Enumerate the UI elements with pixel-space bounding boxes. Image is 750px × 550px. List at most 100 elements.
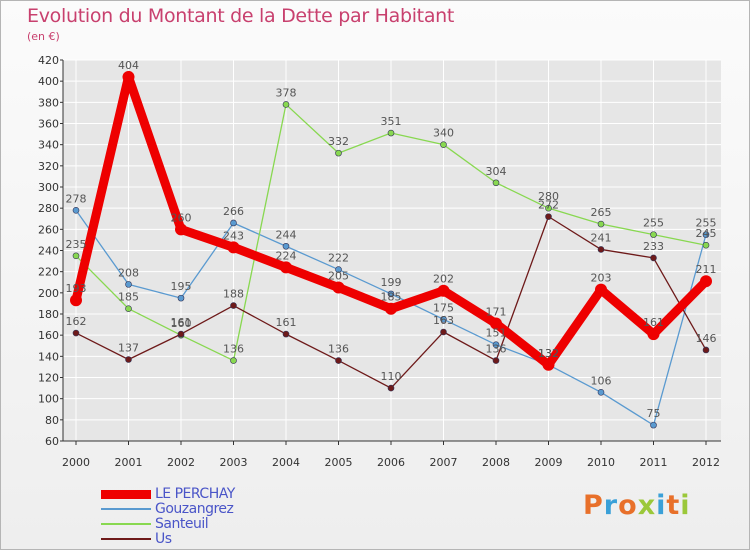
data-point-gouzangrez [282, 242, 290, 250]
data-point-santeuil [335, 149, 342, 157]
y-tick-label: 180 [38, 308, 59, 321]
data-label-le-perchay: 132 [538, 347, 559, 360]
legend-swatch [101, 523, 151, 525]
data-point-gouzangrez [125, 281, 132, 288]
legend-swatch [101, 508, 151, 510]
data-point-us [125, 356, 132, 363]
data-point-santeuil [545, 204, 552, 212]
data-label-santeuil: 185 [118, 291, 139, 304]
y-tick-label: 300 [38, 181, 59, 194]
data-point-le-perchay [122, 70, 135, 83]
data-point-le-perchay [70, 294, 82, 307]
logo-letter: i [656, 490, 667, 521]
data-point-santeuil [597, 220, 605, 228]
data-label-us: 146 [696, 332, 717, 345]
data-label-us: 161 [171, 316, 192, 329]
data-label-us: 137 [118, 342, 139, 355]
data-label-le-perchay: 185 [381, 291, 402, 304]
data-point-le-perchay [332, 281, 345, 294]
y-tick-label: 240 [38, 245, 59, 258]
logo-letter: t [666, 490, 681, 521]
data-label-le-perchay: 224 [276, 249, 297, 262]
data-label-gouzangrez: 175 [433, 301, 454, 314]
data-label-gouzangrez: 75 [647, 407, 661, 420]
data-label-santeuil: 280 [538, 190, 559, 203]
chart-subtitle: (en €) [27, 30, 60, 43]
data-point-us [387, 384, 395, 392]
data-label-le-perchay: 205 [328, 270, 349, 283]
y-tick-label: 320 [38, 160, 59, 173]
data-label-gouzangrez: 222 [328, 252, 349, 265]
y-tick-label: 420 [38, 54, 59, 67]
data-label-gouzangrez: 208 [118, 266, 139, 279]
data-point-us [545, 213, 552, 220]
data-point-le-perchay [437, 284, 450, 297]
data-point-le-perchay [595, 283, 607, 296]
data-point-santeuil [440, 141, 447, 148]
x-tick-label: 2009 [535, 456, 563, 469]
y-tick-label: 100 [38, 393, 59, 406]
data-point-us [335, 357, 342, 364]
x-tick-label: 2003 [220, 456, 248, 469]
data-label-us: 272 [538, 199, 559, 212]
data-label-us: 241 [591, 231, 612, 244]
data-label-us: 161 [276, 316, 297, 329]
data-label-santeuil: 235 [66, 238, 87, 251]
data-label-le-perchay: 171 [486, 306, 507, 319]
logo-letter: i [680, 490, 691, 521]
data-point-us [72, 329, 80, 337]
data-label-gouzangrez: 199 [381, 276, 402, 289]
legend-label: Gouzangrez [155, 501, 234, 517]
data-label-us: 136 [486, 343, 507, 356]
data-point-santeuil [702, 241, 710, 249]
x-tick-label: 2012 [692, 456, 720, 469]
x-tick-label: 2008 [482, 456, 510, 469]
x-tick-label: 2005 [325, 456, 353, 469]
data-point-le-perchay [700, 275, 712, 288]
x-tick-label: 2002 [167, 456, 195, 469]
data-label-santeuil: 378 [276, 86, 297, 99]
data-label-gouzangrez: 106 [591, 374, 612, 387]
logo-letter: o [618, 490, 638, 521]
proxiti-logo: Proxiti [583, 490, 691, 521]
data-label-le-perchay: 203 [591, 272, 612, 285]
y-tick-label: 280 [38, 202, 59, 215]
data-point-gouzangrez [72, 206, 80, 214]
legend-label: LE PERCHAY [155, 486, 235, 502]
data-point-gouzangrez [387, 290, 395, 298]
data-point-us [177, 330, 185, 338]
y-tick-label: 160 [38, 329, 59, 342]
y-tick-label: 60 [45, 435, 59, 448]
y-tick-label: 340 [38, 139, 59, 152]
y-tick-label: 400 [38, 75, 59, 88]
x-tick-label: 2000 [62, 456, 90, 469]
data-label-gouzangrez: 266 [223, 205, 244, 218]
data-point-le-perchay [490, 317, 502, 330]
data-point-le-perchay [280, 261, 292, 274]
data-label-santeuil: 265 [591, 206, 612, 219]
data-label-gouzangrez: 195 [171, 280, 192, 293]
y-tick-label: 140 [38, 350, 59, 363]
logo-letter: x [637, 490, 657, 521]
data-point-santeuil [387, 129, 395, 137]
data-point-us [650, 254, 657, 262]
data-label-santeuil: 351 [381, 115, 402, 128]
data-label-le-perchay: 202 [433, 273, 454, 286]
data-point-gouzangrez [492, 341, 500, 348]
data-point-us [230, 302, 237, 309]
data-label-le-perchay: 211 [696, 263, 717, 276]
y-tick-label: 360 [38, 118, 59, 131]
data-label-le-perchay: 193 [66, 282, 87, 295]
y-tick-label: 120 [38, 372, 59, 385]
data-point-le-perchay [175, 223, 187, 236]
data-point-le-perchay [647, 328, 660, 341]
data-label-us: 162 [66, 315, 87, 328]
data-point-santeuil [125, 305, 132, 313]
data-label-us: 163 [433, 314, 454, 327]
data-point-us [597, 246, 605, 253]
data-point-santeuil [492, 179, 500, 187]
data-point-santeuil [230, 357, 237, 364]
data-point-santeuil [282, 101, 290, 108]
